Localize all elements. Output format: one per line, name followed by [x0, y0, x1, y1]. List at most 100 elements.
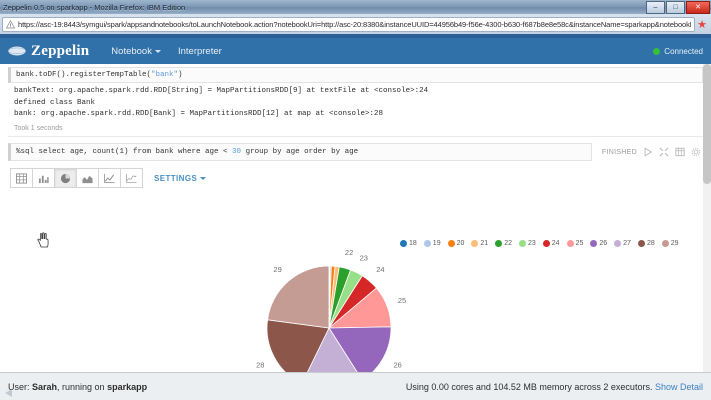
output-line: defined class Bank	[14, 98, 96, 107]
user-name: Sarah	[32, 381, 58, 392]
user-mid: , running on	[57, 381, 108, 392]
scala-code-suffix: )	[178, 71, 183, 79]
pie-slice[interactable]	[267, 265, 330, 329]
window-title: Zeppelin 0.5 on sparkapp - Mozilla Firef…	[3, 2, 186, 12]
legend-item[interactable]: 20	[447, 240, 464, 247]
legend-item[interactable]: 23	[518, 240, 536, 247]
scala-code-editor[interactable]: bank.toDF().registerTempTable("bank")	[8, 67, 703, 84]
chart-type-button-group	[10, 168, 143, 189]
pie-chart-button[interactable]	[54, 168, 76, 189]
area-chart-button[interactable]	[76, 168, 98, 189]
pie-slice-label: 24	[376, 265, 384, 274]
legend-label: 25	[575, 240, 584, 247]
chevron-down-icon	[200, 176, 207, 180]
paragraph-status-cluster: FINISHED	[592, 147, 703, 157]
minimize-button[interactable]: –	[646, 1, 665, 14]
legend-item[interactable]: 25	[566, 240, 584, 247]
show-detail-link[interactable]: Show Detail	[654, 381, 703, 392]
legend-item[interactable]: 27	[614, 240, 631, 247]
legend-item[interactable]: 22	[495, 240, 512, 247]
legend-item[interactable]: 28	[637, 240, 655, 247]
page-scrollbar[interactable]	[703, 64, 711, 372]
settings-toggle[interactable]: SETTINGS	[154, 173, 207, 183]
paragraph-sql: %sql select age, count(1) from bank wher…	[0, 143, 711, 189]
settings-label: SETTINGS	[154, 173, 198, 183]
page-scrollbar-thumb[interactable]	[703, 64, 711, 184]
browser-toolbar: https://asc-19:8443/symgui/spark/appsand…	[0, 14, 711, 34]
url-text: https://asc-19:8443/symgui/spark/appsand…	[18, 19, 691, 29]
line-chart-icon	[104, 173, 115, 183]
brand[interactable]: Zeppelin	[8, 43, 89, 60]
pie-slice[interactable]	[328, 326, 392, 372]
pie-slice-label: 29	[273, 265, 281, 274]
gear-icon[interactable]	[691, 147, 701, 157]
pie-slice[interactable]	[302, 327, 363, 372]
expand-icon[interactable]	[659, 147, 669, 157]
scroll-left-arrow-icon[interactable]	[4, 388, 14, 398]
scala-code-prefix: bank.toDF().registerTempTable(	[16, 71, 152, 79]
bar-chart-icon	[38, 175, 49, 183]
pie-slice[interactable]	[266, 319, 330, 372]
star-icon[interactable]: ★	[697, 18, 707, 31]
nav-item-interpreter[interactable]: Interpreter	[178, 46, 222, 57]
table-chart-button[interactable]	[10, 168, 32, 189]
legend-item[interactable]: 26	[590, 240, 607, 247]
legend-label: 27	[623, 240, 631, 247]
connected-dot-icon	[653, 47, 661, 55]
sql-code-editor[interactable]: %sql select age, count(1) from bank wher…	[8, 143, 592, 162]
legend-swatch	[447, 240, 455, 247]
paragraph1-took: Took 1 seconds	[14, 125, 63, 132]
pie-slice-label: 25	[398, 296, 406, 305]
maximize-button[interactable]: □	[666, 1, 685, 14]
legend-item[interactable]: 19	[423, 240, 441, 247]
line-chart-button[interactable]	[98, 168, 120, 189]
scatter-chart-button[interactable]	[120, 168, 143, 189]
scala-output: bankText: org.apache.spark.rdd.RDD[Strin…	[8, 83, 703, 122]
legend-swatch	[518, 240, 526, 247]
legend-swatch	[566, 240, 574, 247]
legend-item[interactable]: 24	[542, 240, 560, 247]
legend-label: 21	[480, 240, 489, 247]
legend-label: 23	[527, 240, 536, 247]
output-line: bank: org.apache.spark.rdd.RDD[Bank] = M…	[14, 110, 384, 119]
paragraph-status: FINISHED	[601, 148, 637, 156]
book-icon[interactable]	[675, 147, 685, 157]
connected-label: Connected	[664, 46, 703, 56]
pie-slice-label: 23	[360, 254, 368, 263]
pie-slice-label: 22	[345, 250, 353, 257]
url-bar[interactable]: https://asc-19:8443/symgui/spark/appsand…	[2, 16, 695, 32]
sql-code-part-b: group by age order by age	[241, 148, 359, 156]
user-prefix: User:	[8, 381, 33, 392]
brand-text: Zeppelin	[31, 42, 90, 59]
area-chart-icon	[82, 175, 93, 183]
legend-label: 29	[670, 240, 679, 247]
resource-status: Using 0.00 cores and 104.52 MB memory ac…	[406, 382, 703, 392]
legend-swatch	[495, 240, 503, 247]
table-icon	[16, 173, 27, 184]
legend-label: 24	[551, 240, 560, 247]
sql-code-line: %sql select age, count(1) from bank wher…	[16, 147, 586, 157]
nav-item-notebook[interactable]: Notebook	[111, 46, 161, 57]
close-button[interactable]: ✕	[686, 1, 710, 14]
legend-item[interactable]: 21	[471, 240, 488, 247]
pie-slice-label: 28	[256, 360, 264, 369]
legend-swatch	[614, 240, 622, 247]
pie-slices[interactable]	[266, 265, 392, 372]
sql-code-part-a: %sql select age, count(1) from bank wher…	[16, 148, 233, 156]
zeppelin-logo-icon	[8, 46, 26, 56]
sql-code-number: 30	[232, 148, 242, 156]
legend-item[interactable]: 18	[400, 240, 417, 247]
nav-item-interpreter-label: Interpreter	[177, 45, 222, 57]
warning-triangle-icon	[6, 19, 15, 28]
legend-item[interactable]: 29	[661, 240, 679, 247]
legend-swatch	[661, 240, 669, 247]
scatter-chart-icon	[126, 173, 137, 183]
legend-swatch	[590, 240, 598, 247]
legend-swatch	[471, 240, 479, 247]
bar-chart-button[interactable]	[32, 168, 54, 189]
chevron-down-icon	[154, 49, 161, 53]
play-icon[interactable]	[643, 147, 653, 157]
